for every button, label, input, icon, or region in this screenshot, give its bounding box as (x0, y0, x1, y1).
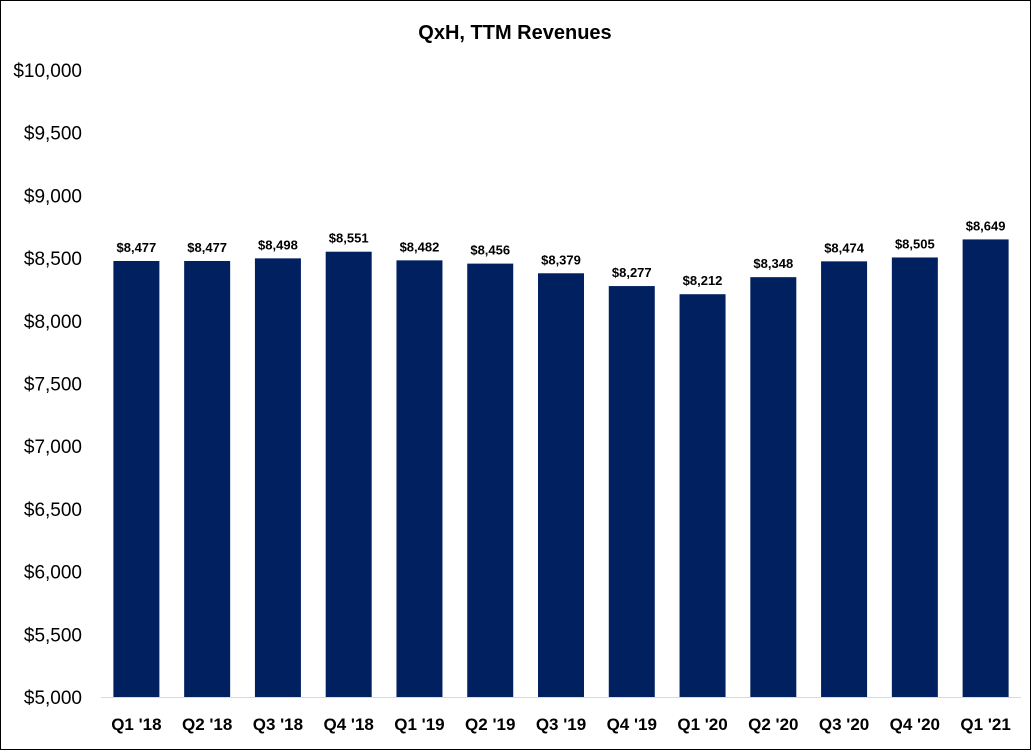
y-tick-label: $8,000 (24, 312, 82, 333)
data-label: $8,477 (187, 240, 227, 255)
x-tick-label: Q1 '18 (111, 715, 161, 734)
data-label: $8,277 (612, 265, 652, 280)
bars (113, 239, 1009, 698)
x-tick-label: Q3 '18 (253, 715, 303, 734)
chart-title: QxH, TTM Revenues (418, 22, 611, 44)
x-tick-label: Q3 '19 (536, 715, 586, 734)
bar (891, 257, 938, 697)
y-tick-label: $6,000 (24, 563, 82, 584)
bar (821, 261, 868, 697)
data-label: $8,498 (258, 237, 298, 252)
data-label: $8,474 (824, 240, 865, 255)
bar (679, 294, 726, 697)
y-axis-ticks: $5,000 $5,500 $6,000 $6,500 $7,000 $7,500 $8,0… (13, 61, 82, 709)
x-tick-label: Q4 '20 (890, 715, 940, 734)
bar (962, 239, 1009, 697)
x-tick-label: Q3 '20 (819, 715, 869, 734)
y-tick-label: $10,000 (13, 61, 82, 82)
data-label: $8,456 (470, 243, 510, 258)
y-tick-label: $5,500 (24, 625, 82, 646)
bar (538, 273, 584, 697)
x-tick-label: Q2 '19 (465, 715, 515, 734)
y-tick-label: $9,500 (24, 124, 82, 145)
x-axis-ticks: Q1 '18 Q2 '18 Q3 '18 Q4 '18 Q1 '19 Q2 '19 Q3 '… (111, 715, 1011, 734)
x-tick-label: Q4 '19 (607, 715, 657, 734)
x-tick-label: Q2 '20 (748, 715, 798, 734)
data-label: $8,649 (966, 218, 1006, 233)
bar (750, 277, 797, 697)
x-tick-label: Q4 '18 (324, 715, 374, 734)
bar (396, 260, 443, 697)
x-tick-label: Q1 '19 (394, 715, 444, 734)
bar (113, 260, 160, 697)
data-label: $8,379 (541, 252, 581, 267)
data-label: $8,505 (895, 236, 935, 251)
y-tick-label: $5,000 (24, 688, 82, 709)
bar (325, 251, 372, 698)
bar (184, 260, 231, 697)
data-label: $8,477 (117, 240, 157, 255)
x-tick-label: Q1 '21 (960, 715, 1010, 734)
bar (254, 258, 301, 697)
data-label: $8,482 (400, 239, 440, 254)
y-tick-label: $7,500 (24, 375, 82, 396)
y-tick-label: $7,000 (24, 437, 82, 458)
bar (467, 263, 514, 697)
y-tick-label: $8,500 (24, 249, 82, 270)
y-tick-label: $9,000 (24, 186, 82, 207)
data-label: $8,212 (683, 273, 723, 288)
data-label: $8,551 (329, 231, 369, 246)
data-label: $8,348 (753, 256, 793, 271)
y-tick-label: $6,500 (24, 500, 82, 521)
data-labels: $8,477 $8,477 $8,498 $8,551 $8,482 $8,456 $8,3… (117, 218, 1006, 288)
bar (608, 286, 655, 697)
x-tick-label: Q2 '18 (182, 715, 232, 734)
x-tick-label: Q1 '20 (677, 715, 727, 734)
